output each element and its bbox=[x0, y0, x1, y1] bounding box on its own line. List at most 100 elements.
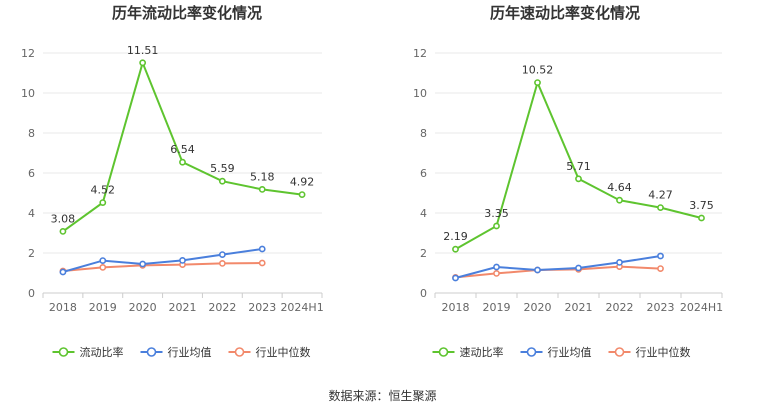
x-tick-label: 2019 bbox=[483, 301, 511, 314]
data-point[interactable] bbox=[493, 222, 500, 230]
data-point[interactable] bbox=[258, 185, 266, 193]
data-point[interactable] bbox=[298, 191, 306, 198]
y-tick-label: 6 bbox=[28, 167, 35, 180]
data-label: 3.35 bbox=[484, 207, 509, 220]
data-point[interactable] bbox=[493, 263, 500, 271]
x-tick-label: 2024H1 bbox=[680, 301, 723, 314]
y-tick-label: 2 bbox=[28, 247, 35, 260]
data-point[interactable] bbox=[258, 245, 266, 253]
y-tick-label: 10 bbox=[21, 87, 35, 100]
x-tick-label: 2021 bbox=[169, 301, 197, 314]
chart-current-ratio: 历年流动比率变化情况 0 2 4 6 8 10 12 2018 2019 2020 2021 2022 2… bbox=[21, 4, 324, 359]
y-tick-label: 4 bbox=[28, 207, 35, 220]
data-point[interactable] bbox=[616, 196, 623, 204]
data-point[interactable] bbox=[139, 59, 147, 67]
data-point[interactable] bbox=[452, 274, 459, 282]
data-label: 2.19 bbox=[443, 230, 468, 243]
legend-label: 行业中位数 bbox=[636, 345, 691, 359]
data-point[interactable] bbox=[534, 79, 541, 86]
y-tick-label: 10 bbox=[413, 87, 427, 100]
legend-swatch-marker bbox=[146, 347, 157, 357]
data-point[interactable] bbox=[698, 214, 705, 222]
data-point[interactable] bbox=[452, 245, 459, 253]
x-tick-label: 2021 bbox=[565, 301, 593, 314]
x-tick-label: 2023 bbox=[647, 301, 675, 314]
data-label: 5.59 bbox=[210, 162, 235, 175]
legend-label: 行业均值 bbox=[548, 346, 592, 359]
legend-item[interactable]: 行业中位数 bbox=[608, 345, 691, 359]
legend-swatch-marker bbox=[614, 347, 625, 357]
y-tick-label: 2 bbox=[420, 247, 427, 260]
data-point[interactable] bbox=[59, 227, 67, 235]
data-label: 10.52 bbox=[522, 64, 554, 77]
data-label: 6.54 bbox=[170, 143, 195, 156]
legend-item[interactable]: 行业均值 bbox=[520, 346, 592, 359]
legend-swatch-marker bbox=[58, 347, 69, 357]
data-point[interactable] bbox=[179, 158, 186, 166]
data-point[interactable] bbox=[99, 263, 107, 271]
data-label: 5.71 bbox=[566, 160, 591, 173]
y-tick-label: 12 bbox=[413, 47, 427, 60]
data-point[interactable] bbox=[493, 269, 500, 277]
y-tick-label: 8 bbox=[28, 127, 35, 140]
y-tick-label: 6 bbox=[420, 167, 427, 180]
x-tick-label: 2020 bbox=[524, 301, 552, 314]
chart-quick-ratio: 历年速动比率变化情况 0 2 4 6 8 10 12 2018 2019 2020 2021 2022 2… bbox=[413, 4, 723, 359]
series-line bbox=[62, 262, 263, 272]
data-point[interactable] bbox=[218, 177, 226, 185]
data-point[interactable] bbox=[534, 266, 541, 274]
x-tick-label: 2022 bbox=[606, 301, 634, 314]
data-point[interactable] bbox=[218, 251, 226, 258]
x-tick-label: 2024H1 bbox=[280, 301, 323, 314]
y-tick-label: 0 bbox=[420, 287, 427, 300]
legend-item[interactable]: 行业中位数 bbox=[228, 345, 311, 359]
data-point[interactable] bbox=[179, 256, 186, 264]
series-line bbox=[455, 255, 661, 279]
data-label: 4.52 bbox=[91, 184, 116, 197]
legend-label: 行业均值 bbox=[168, 346, 212, 359]
data-point[interactable] bbox=[218, 259, 226, 267]
data-label: 4.27 bbox=[648, 189, 673, 202]
data-point[interactable] bbox=[616, 258, 623, 266]
legend-label: 流动比率 bbox=[80, 345, 124, 359]
y-tick-label: 8 bbox=[420, 127, 427, 140]
data-label: 3.75 bbox=[689, 199, 714, 212]
legend-item[interactable]: 行业均值 bbox=[140, 346, 212, 359]
legend-swatch-marker bbox=[438, 347, 449, 357]
data-label: 4.64 bbox=[607, 181, 632, 194]
chart-title: 历年速动比率变化情况 bbox=[490, 4, 640, 22]
data-point[interactable] bbox=[139, 260, 147, 268]
series-line bbox=[62, 248, 263, 273]
data-point[interactable] bbox=[657, 204, 664, 211]
legend-label: 速动比率 bbox=[460, 345, 504, 359]
y-tick-label: 0 bbox=[28, 287, 35, 300]
data-point[interactable] bbox=[99, 257, 107, 264]
legend-swatch-marker bbox=[234, 347, 245, 357]
x-tick-label: 2023 bbox=[248, 301, 276, 314]
data-point[interactable] bbox=[59, 268, 67, 276]
data-point[interactable] bbox=[657, 252, 664, 260]
data-label: 3.08 bbox=[51, 212, 76, 225]
data-label: 5.18 bbox=[250, 170, 275, 183]
chart-title: 历年流动比率变化情况 bbox=[112, 4, 262, 22]
data-label: 11.51 bbox=[127, 44, 159, 57]
source-note: 数据来源：恒生聚源 bbox=[328, 389, 437, 403]
data-point[interactable] bbox=[657, 265, 664, 272]
legend-label: 行业中位数 bbox=[256, 345, 311, 359]
data-point[interactable] bbox=[575, 264, 582, 272]
x-tick-label: 2018 bbox=[442, 301, 470, 314]
y-tick-label: 4 bbox=[420, 207, 427, 220]
x-tick-label: 2018 bbox=[49, 301, 77, 314]
x-tick-label: 2019 bbox=[89, 301, 117, 314]
legend-item[interactable]: 流动比率 bbox=[52, 345, 124, 359]
data-point[interactable] bbox=[575, 175, 582, 183]
data-label: 4.92 bbox=[290, 176, 315, 189]
x-tick-label: 2022 bbox=[208, 301, 236, 314]
y-tick-label: 12 bbox=[21, 47, 35, 60]
data-point[interactable] bbox=[99, 199, 107, 206]
x-tick-label: 2020 bbox=[129, 301, 157, 314]
legend-swatch-marker bbox=[526, 347, 537, 357]
legend-item[interactable]: 速动比率 bbox=[432, 345, 504, 359]
data-point[interactable] bbox=[258, 259, 266, 267]
